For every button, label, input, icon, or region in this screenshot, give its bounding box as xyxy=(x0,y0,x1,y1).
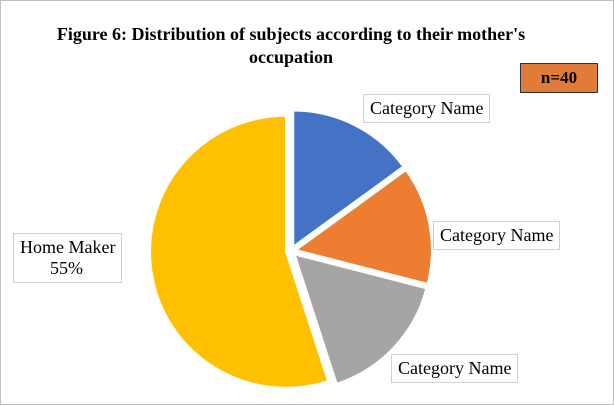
category-name: Category Name xyxy=(370,98,484,118)
pie-slice xyxy=(293,253,428,386)
category-name: Home Maker xyxy=(20,237,116,257)
chart-title: Figure 6: Distribution of subjects accor… xyxy=(56,24,526,67)
slice-label: Category Name xyxy=(391,354,519,383)
category-name: Category Name xyxy=(398,358,512,378)
pie-slice xyxy=(292,109,405,249)
slice-label: Category Name xyxy=(363,94,491,123)
category-name: Category Name xyxy=(440,225,554,245)
annotation: n=40 xyxy=(520,63,598,93)
pie-slice xyxy=(149,114,330,389)
pie-slice xyxy=(293,168,433,286)
value-label: 55% xyxy=(50,258,83,278)
slice-label: Home Maker 55% xyxy=(13,233,123,283)
slice-label: Category Name xyxy=(433,221,561,250)
